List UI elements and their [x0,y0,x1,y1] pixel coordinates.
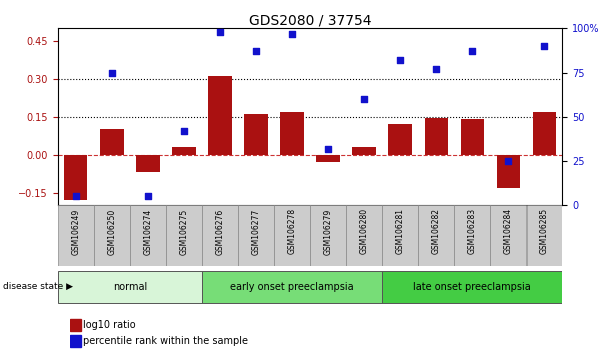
Text: log10 ratio: log10 ratio [83,320,136,330]
Text: GSM106283: GSM106283 [468,208,477,255]
FancyBboxPatch shape [94,205,130,266]
Bar [424,118,448,155]
Point [71,194,81,199]
FancyBboxPatch shape [58,205,94,266]
Bar [70,319,81,331]
FancyBboxPatch shape [347,205,382,266]
FancyBboxPatch shape [238,205,274,266]
Text: GSM106250: GSM106250 [108,208,116,255]
FancyBboxPatch shape [382,271,562,303]
Point [503,158,513,164]
Bar [64,155,88,200]
FancyBboxPatch shape [418,205,454,266]
Bar [461,119,484,155]
Bar [244,114,268,155]
Bar [172,147,196,155]
Bar [280,112,304,155]
FancyBboxPatch shape [382,205,418,266]
Text: normal: normal [112,282,147,292]
Point [179,128,188,134]
FancyBboxPatch shape [130,205,166,266]
Bar [389,124,412,155]
Text: GSM106249: GSM106249 [71,208,80,255]
Point [107,70,117,75]
Text: GSM106279: GSM106279 [323,208,333,255]
Text: early onset preeclampsia: early onset preeclampsia [230,282,354,292]
Point [287,31,297,36]
Bar [353,147,376,155]
Point [468,48,477,54]
Bar [100,130,123,155]
Bar [497,155,520,188]
Text: GSM106278: GSM106278 [288,208,297,255]
Text: GSM106277: GSM106277 [252,208,260,255]
Bar [533,112,556,155]
FancyBboxPatch shape [527,205,562,266]
Text: GSM106275: GSM106275 [179,208,188,255]
Point [323,146,333,152]
Point [431,66,441,72]
FancyBboxPatch shape [454,205,490,266]
Point [539,43,549,49]
Text: GSM106274: GSM106274 [143,208,153,255]
FancyBboxPatch shape [58,271,202,303]
FancyBboxPatch shape [310,205,346,266]
Text: disease state ▶: disease state ▶ [3,282,73,291]
Point [215,29,225,35]
FancyBboxPatch shape [202,271,382,303]
Text: GSM106285: GSM106285 [540,208,549,255]
FancyBboxPatch shape [202,205,238,266]
Point [143,194,153,199]
Text: GSM106276: GSM106276 [215,208,224,255]
Point [359,96,369,102]
Bar [209,76,232,155]
FancyBboxPatch shape [166,205,202,266]
Bar [70,335,81,347]
Text: GSM106284: GSM106284 [504,208,513,255]
Text: late onset preeclampsia: late onset preeclampsia [413,282,531,292]
Text: percentile rank within the sample: percentile rank within the sample [83,336,247,346]
FancyBboxPatch shape [274,205,310,266]
Point [395,57,405,63]
Text: GSM106281: GSM106281 [396,208,405,254]
Bar [316,155,340,162]
Bar [136,155,159,172]
Text: GSM106280: GSM106280 [360,208,368,255]
Title: GDS2080 / 37754: GDS2080 / 37754 [249,13,371,27]
FancyBboxPatch shape [491,205,526,266]
Point [251,48,261,54]
Text: GSM106282: GSM106282 [432,208,441,254]
